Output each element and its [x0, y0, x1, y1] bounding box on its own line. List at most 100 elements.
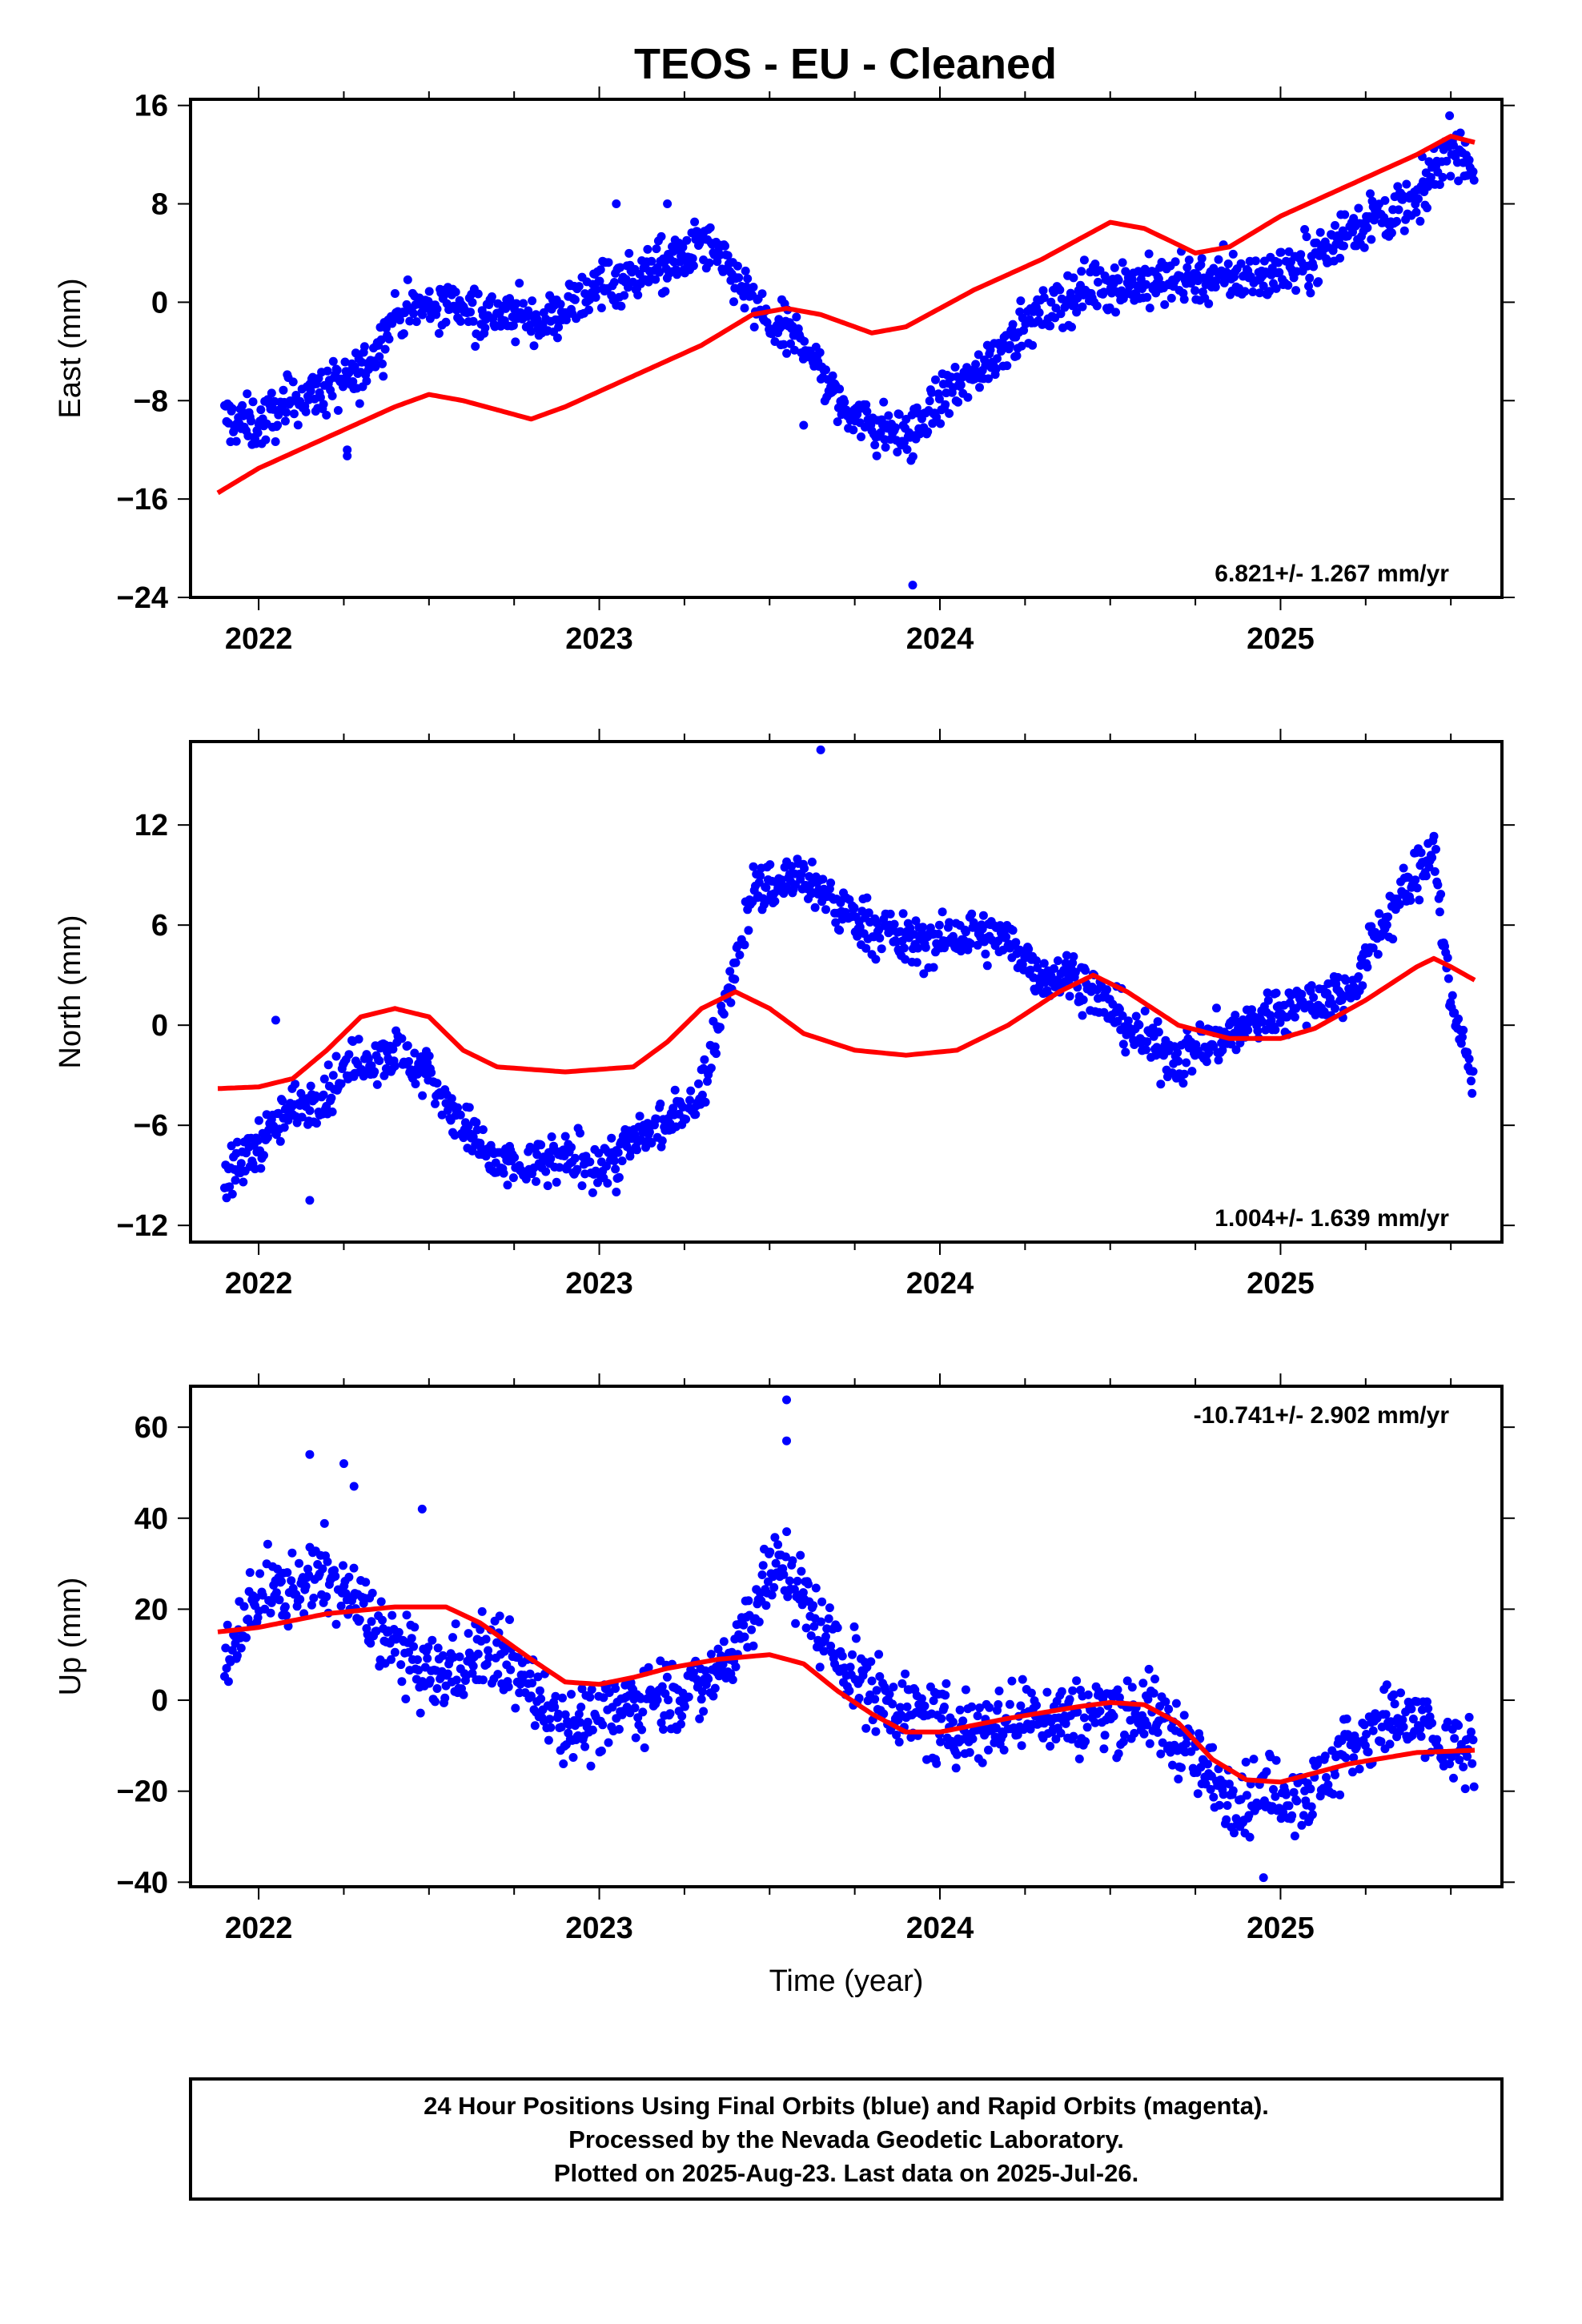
data-point	[1078, 1011, 1087, 1020]
data-point	[1123, 1016, 1133, 1026]
data-point	[447, 1094, 456, 1104]
data-point	[1445, 111, 1455, 120]
data-point	[975, 1703, 984, 1713]
data-point	[1415, 1724, 1425, 1734]
data-point	[331, 1619, 341, 1629]
data-point	[1005, 1699, 1014, 1709]
x-tick-label: 2022	[225, 1912, 293, 1945]
data-point	[259, 1151, 268, 1160]
data-point	[1099, 1744, 1109, 1754]
data-point	[1241, 1757, 1251, 1767]
data-point	[616, 301, 626, 311]
data-point	[402, 1610, 412, 1620]
data-point	[312, 1119, 321, 1128]
data-points	[220, 111, 1479, 590]
data-point	[1399, 863, 1408, 873]
data-point	[323, 1557, 332, 1566]
data-point	[1038, 286, 1048, 296]
data-point	[560, 1132, 570, 1141]
data-point	[271, 1588, 281, 1598]
data-point	[1467, 1727, 1476, 1737]
data-point	[633, 290, 643, 300]
data-point	[424, 1051, 434, 1061]
data-point	[1072, 308, 1082, 317]
data-point	[401, 1695, 411, 1703]
data-point	[1354, 972, 1363, 981]
data-point	[577, 1684, 587, 1694]
data-point	[754, 878, 764, 887]
data-point	[1114, 1749, 1123, 1759]
data-point	[1178, 1079, 1188, 1088]
data-point	[328, 1071, 338, 1080]
footer-line-2: Processed by the Nevada Geodetic Laborat…	[568, 2125, 1124, 2153]
data-point	[552, 1177, 561, 1187]
data-point	[567, 1690, 576, 1699]
data-point	[779, 1570, 789, 1579]
data-point	[1142, 279, 1150, 289]
data-point	[787, 862, 797, 871]
data-point	[705, 258, 714, 267]
data-point	[915, 429, 925, 439]
data-point	[1376, 1737, 1386, 1747]
x-tick-label: 2023	[565, 1267, 633, 1301]
data-point	[1158, 1738, 1167, 1747]
data-point	[1468, 1735, 1478, 1745]
data-point	[238, 400, 247, 410]
data-point	[919, 969, 929, 979]
data-point	[1131, 1011, 1141, 1021]
data-point	[936, 1737, 946, 1747]
data-point	[355, 399, 364, 408]
data-point	[761, 883, 771, 892]
data-point	[934, 929, 943, 939]
data-point	[1431, 845, 1440, 854]
data-point	[1355, 1764, 1364, 1774]
data-point	[366, 1638, 375, 1648]
data-point	[685, 1096, 694, 1105]
data-point	[1254, 1801, 1263, 1811]
data-point	[282, 1610, 291, 1620]
data-point	[1204, 1048, 1214, 1058]
data-point	[500, 1647, 509, 1656]
data-point	[1134, 1020, 1144, 1030]
data-point	[508, 320, 518, 330]
data-point	[664, 1695, 673, 1705]
data-point	[227, 404, 237, 413]
data-point	[706, 1063, 716, 1073]
data-point	[1255, 288, 1264, 298]
data-point	[380, 344, 390, 354]
data-point	[1271, 283, 1281, 293]
data-point	[734, 273, 744, 283]
data-point	[897, 1679, 907, 1688]
y-tick-label: −16	[117, 483, 168, 517]
data-point	[1061, 959, 1070, 968]
data-point	[1067, 322, 1076, 332]
data-point	[801, 1623, 811, 1633]
data-point	[621, 275, 631, 284]
data-point	[1460, 1784, 1470, 1794]
data-point	[390, 1061, 400, 1071]
data-point	[1218, 1046, 1227, 1055]
data-point	[1231, 1045, 1241, 1055]
data-point	[762, 318, 772, 328]
data-point	[1203, 1759, 1212, 1769]
data-point	[677, 1711, 687, 1721]
data-point	[1042, 1687, 1052, 1697]
data-point	[1274, 258, 1283, 267]
data-point	[624, 248, 634, 258]
data-point	[407, 1634, 416, 1643]
data-point	[232, 1137, 242, 1147]
data-point	[700, 1055, 709, 1064]
data-point	[1323, 1780, 1333, 1790]
data-point	[655, 267, 665, 277]
data-point	[673, 270, 682, 279]
data-point	[1174, 1775, 1183, 1783]
data-point	[1236, 259, 1246, 268]
data-point	[792, 312, 801, 322]
data-point	[958, 1716, 968, 1726]
data-point	[1290, 1012, 1299, 1022]
data-point	[684, 1692, 693, 1702]
data-point	[267, 388, 276, 398]
data-point	[1056, 309, 1066, 319]
panel-1: 2022 2023 2024 2025 −24 −16 −8 0 8 16 East (mm) 6.8…	[54, 86, 1515, 656]
data-point	[394, 1627, 404, 1637]
